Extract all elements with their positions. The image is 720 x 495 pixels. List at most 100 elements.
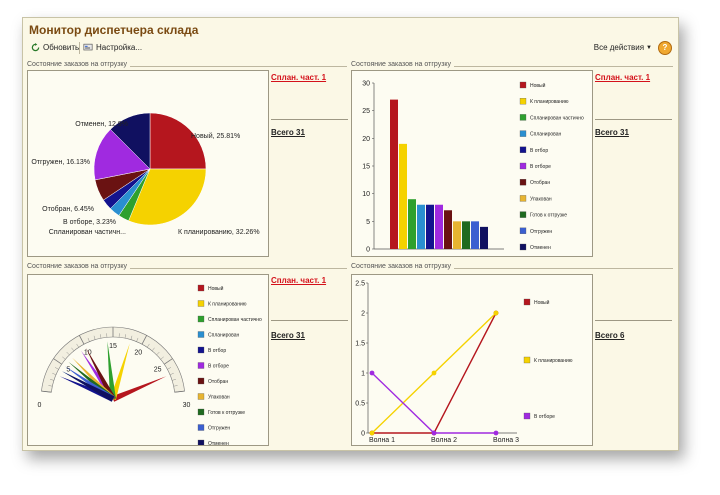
total-link[interactable]: Всего 31 (595, 128, 629, 137)
gauge-needle-6 (85, 347, 116, 401)
bar-6 (444, 210, 452, 249)
section-title: Состояние заказов на отгрузку (351, 263, 455, 270)
dropdown-arrow-icon: ▼ (646, 44, 652, 51)
gauge-tick-label: 30 (183, 402, 191, 409)
series-point (431, 370, 437, 376)
bar-4 (426, 204, 434, 249)
divider (271, 119, 348, 120)
gauge-tick (48, 385, 53, 387)
y-tick-label: 5 (366, 219, 370, 226)
divider (595, 119, 672, 120)
legend-swatch (197, 300, 205, 307)
legend-label: Спланирован частично (208, 317, 262, 323)
gauge-tick (76, 343, 79, 348)
bar-chart-panel: 0 5 10 15 20 25 30 Новый К планированию Спланиров… (351, 70, 593, 257)
gauge-tick (173, 385, 178, 387)
bar-7 (453, 221, 461, 249)
gauge-tick (156, 351, 160, 356)
legend-label: В отбор (208, 348, 226, 354)
warehouse-monitor-window: Монитор диспетчера склада Обновить Настр… (22, 17, 679, 451)
series-point (369, 370, 375, 376)
section-title: Состояние заказов на отгрузку (27, 263, 131, 270)
planned-partial-link[interactable]: Сплан. част. 1 (271, 73, 327, 82)
gauge-tick (100, 334, 102, 339)
gauge-tick (124, 334, 126, 339)
section-divider (27, 66, 347, 67)
legend-swatch (197, 393, 205, 400)
help-button[interactable]: ? (658, 41, 672, 55)
total-link[interactable]: Всего 31 (271, 331, 305, 340)
legend-swatch (523, 412, 531, 420)
x-tick-label: Волна 1 (369, 437, 395, 444)
legend-label: Отменен (208, 441, 229, 445)
legend-label: Отобран (208, 379, 228, 385)
legend-swatch (197, 377, 205, 385)
series-point (369, 430, 375, 436)
gauge-tick (41, 390, 52, 393)
bar-9 (471, 221, 479, 249)
legend-swatch (519, 162, 527, 170)
legend-label: В отбор (530, 148, 548, 154)
y-tick-label: 0 (366, 247, 370, 254)
gauge-tick (53, 358, 62, 365)
legend-label: К планированию (534, 358, 573, 364)
gauge-tick (93, 335, 96, 340)
legend-label: Спланирован частично (530, 115, 584, 121)
pie-slice-label: Отобран, 6.45% (42, 205, 94, 213)
legend-swatch (519, 130, 527, 137)
y-tick-label: 10 (362, 191, 370, 198)
legend-swatch (197, 424, 205, 431)
pie-slice-7 (110, 112, 151, 170)
legend-swatch (197, 362, 205, 369)
gauge-tick-label: 15 (109, 343, 117, 350)
gauge-tick-label: 5 (66, 367, 70, 374)
gauge-tick (62, 356, 66, 360)
legend-swatch (519, 114, 527, 121)
pie-slice-label: К планированию, 32.26% (178, 229, 260, 236)
gauge-tick (164, 358, 173, 365)
pie-slice-0 (149, 112, 207, 170)
gauge-needle-10 (62, 371, 115, 402)
legend-label: Отобран (530, 180, 550, 186)
planned-partial-link[interactable]: Сплан. част. 1 (271, 276, 327, 285)
legend-label: Новый (534, 299, 550, 306)
series-line-2 (371, 372, 496, 434)
y-tick-label: 30 (362, 81, 370, 88)
legend-label: К планированию (530, 99, 569, 105)
total-link[interactable]: Всего 31 (271, 128, 305, 137)
refresh-button[interactable]: Обновить (31, 43, 79, 52)
gauge-tick-label: 20 (134, 349, 142, 356)
gauge-tick (151, 347, 155, 351)
gauge-tick (174, 390, 185, 393)
gauge-tick (141, 335, 148, 345)
legend-swatch (197, 408, 205, 416)
legend-label: Новый (530, 82, 546, 89)
section-title: Состояние заказов на отгрузку (351, 61, 455, 68)
legend-label: Упакован (208, 395, 230, 401)
bar-1 (399, 143, 407, 249)
gauge-tick (160, 356, 164, 360)
pie-slice-label: Отгружен, 16.13% (31, 159, 90, 166)
legend-label: Упакован (530, 196, 552, 202)
gauge-tick (66, 351, 70, 356)
legend-swatch (197, 284, 205, 292)
y-tick-label: 25 (362, 108, 370, 115)
all-actions-menu[interactable]: Все действия ▼ (594, 43, 652, 52)
x-tick-label: Волна 2 (431, 437, 457, 444)
total-link[interactable]: Всего 6 (595, 331, 625, 340)
series-point (493, 430, 499, 436)
legend-label: Готов к отгрузке (208, 410, 245, 416)
gauge-tick-label: 0 (37, 402, 41, 409)
x-tick-label: Волна 3 (493, 437, 519, 444)
section-divider (351, 66, 673, 67)
legend-label: Отменен (530, 245, 551, 251)
gauge-chart: 0 5 10 15 20 25 30 Новый К планированию Спланиров… (37, 284, 262, 447)
y-tick-label: 1 (361, 371, 365, 378)
legend-swatch (519, 243, 527, 251)
planned-partial-link[interactable]: Сплан. част. 1 (595, 73, 651, 82)
settings-button[interactable]: Настройка... (83, 43, 142, 52)
bar-chart: 0 5 10 15 20 25 30 Новый К планированию Спланиров… (362, 81, 584, 254)
gauge-tick-label: 10 (84, 349, 92, 356)
gauge-tick (78, 335, 85, 345)
bar-10 (480, 226, 488, 249)
